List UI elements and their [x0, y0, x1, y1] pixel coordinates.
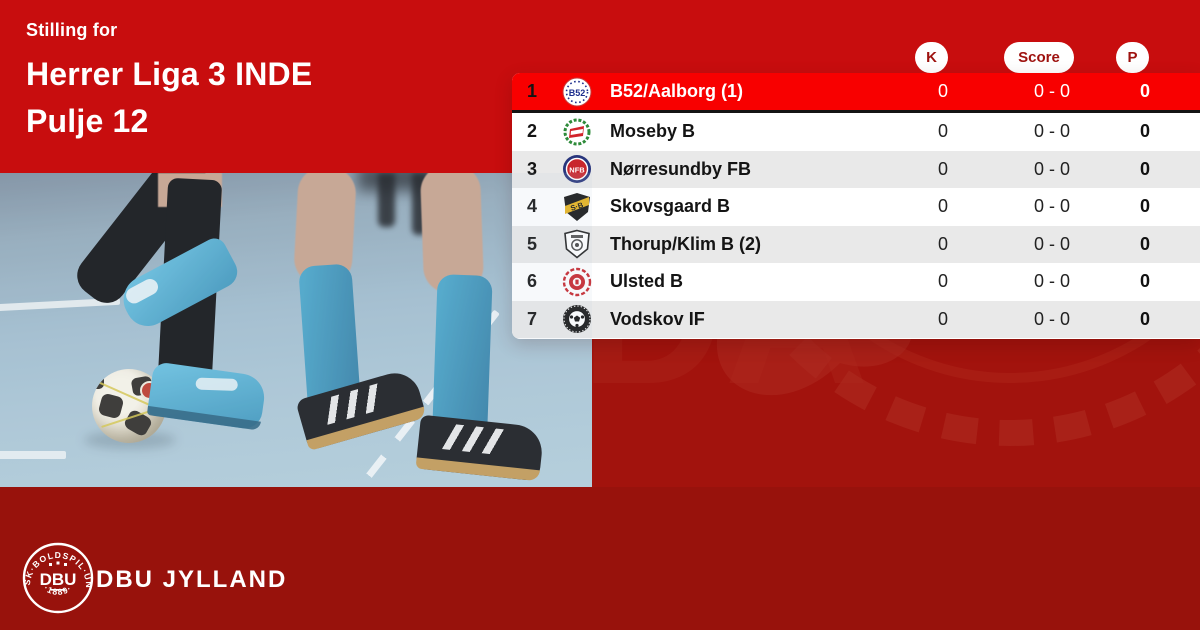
club-logo-icon: [562, 304, 592, 334]
score-value: 0 - 0: [1033, 121, 1071, 142]
table-row: 3 NFB Nørresundby FB 0 0 - 0 0: [512, 150, 1200, 188]
matches-value: 0: [937, 233, 948, 254]
skovsgaard-b-logo-icon: S·B: [564, 192, 590, 221]
ulsted-b-logo-icon: [562, 267, 592, 296]
svg-text:S·B: S·B: [569, 200, 585, 213]
table-row: 2 Moseby B 0 0 - 0 0: [512, 113, 1200, 151]
club-name: Skovsgaard B: [610, 196, 731, 217]
table-row: 7 Vodskov IF 0 0 - 0 0: [512, 300, 1200, 338]
matches-value: 0: [937, 121, 948, 142]
matches-value: 0: [937, 196, 948, 217]
title-block: Stilling for Herrer Liga 3 INDE Pulje 12: [26, 20, 312, 145]
matches-value: 0: [937, 308, 948, 329]
photo-haze-overlay: [0, 173, 592, 487]
points-value: 0: [1139, 233, 1150, 254]
norresundby-fb-logo-icon: NFB: [563, 155, 591, 184]
club-logo-icon: [562, 229, 592, 259]
club-name: B52/Aalborg (1): [610, 81, 744, 101]
page-title-line2: Pulje 12: [26, 103, 149, 139]
column-header-score: Score: [1004, 42, 1074, 73]
b52-aalborg-logo-icon: B52: [562, 77, 592, 106]
club-name: Nørresundby FB: [610, 158, 752, 179]
matches-value: 0: [937, 81, 948, 101]
thorup-klim-b-logo-icon: [564, 229, 590, 259]
eyebrow-label: Stilling for: [26, 20, 118, 40]
score-value: 0 - 0: [1033, 233, 1071, 254]
club-logo-icon: [562, 117, 592, 147]
position-number: 7: [526, 308, 537, 329]
points-value: 0: [1139, 121, 1150, 142]
bottom-red-band: [0, 487, 1200, 630]
table-row: 4 S·B Skovsgaard B 0 0 - 0 0: [512, 188, 1200, 226]
points-value: 0: [1139, 158, 1150, 179]
highlight-divider: [512, 110, 1200, 113]
club-name: Moseby B: [610, 121, 696, 142]
points-value: 0: [1139, 81, 1150, 101]
moseby-b-logo-icon: [563, 118, 591, 146]
court-line: [0, 451, 66, 459]
club-logo-icon: S·B: [562, 192, 592, 222]
club-logo-icon: [562, 267, 592, 297]
score-value: 0 - 0: [1033, 271, 1071, 292]
dbu-crest-icon: DANSK·BOLDSPIL·UNION ·1889· DBU: [22, 542, 94, 614]
standings-table-body: 1 B52 B52/Aalborg (1) 0 0 - 0 0 2 Moseby…: [512, 73, 1200, 338]
svg-text:B52: B52: [569, 88, 586, 98]
score-value: 0 - 0: [1033, 196, 1071, 217]
matches-value: 0: [937, 271, 948, 292]
futsal-photo: [0, 173, 592, 487]
standings-table: 1 B52 B52/Aalborg (1) 0 0 - 0 0 2 Moseby…: [512, 73, 1200, 339]
position-number: 2: [526, 121, 537, 142]
position-number: 6: [526, 271, 537, 292]
column-header-p: P: [1116, 42, 1149, 73]
club-name: Vodskov IF: [610, 308, 705, 329]
svg-text:NFB: NFB: [569, 166, 585, 175]
vodskov-if-logo-icon: [563, 305, 591, 334]
club-name: Thorup/Klim B (2): [610, 233, 761, 254]
brand-wordmark: DBU JYLLAND: [96, 566, 288, 593]
position-number: 1: [526, 81, 537, 101]
table-row: 1 B52 B52/Aalborg (1) 0 0 - 0 0: [512, 73, 1200, 110]
column-header-k: K: [915, 42, 948, 73]
points-value: 0: [1139, 308, 1150, 329]
score-value: 0 - 0: [1033, 158, 1071, 179]
table-row: 6 Ulsted B 0 0 - 0 0: [512, 263, 1200, 301]
matches-value: 0: [937, 158, 948, 179]
club-name: Ulsted B: [610, 271, 684, 292]
score-value: 0 - 0: [1033, 81, 1071, 101]
club-logo-icon: NFB: [562, 154, 592, 184]
table-row: 5 Thorup/Klim B (2) 0 0 - 0 0: [512, 225, 1200, 263]
points-value: 0: [1139, 196, 1150, 217]
page-title-line1: Herrer Liga 3 INDE: [26, 56, 313, 92]
badge-center-text: DBU: [40, 570, 77, 589]
score-value: 0 - 0: [1033, 308, 1071, 329]
club-logo-icon: B52: [562, 77, 592, 107]
points-value: 0: [1139, 271, 1150, 292]
position-number: 4: [526, 196, 537, 217]
background-figure-leg: [378, 173, 395, 227]
position-number: 3: [526, 158, 537, 179]
position-number: 5: [526, 233, 537, 254]
